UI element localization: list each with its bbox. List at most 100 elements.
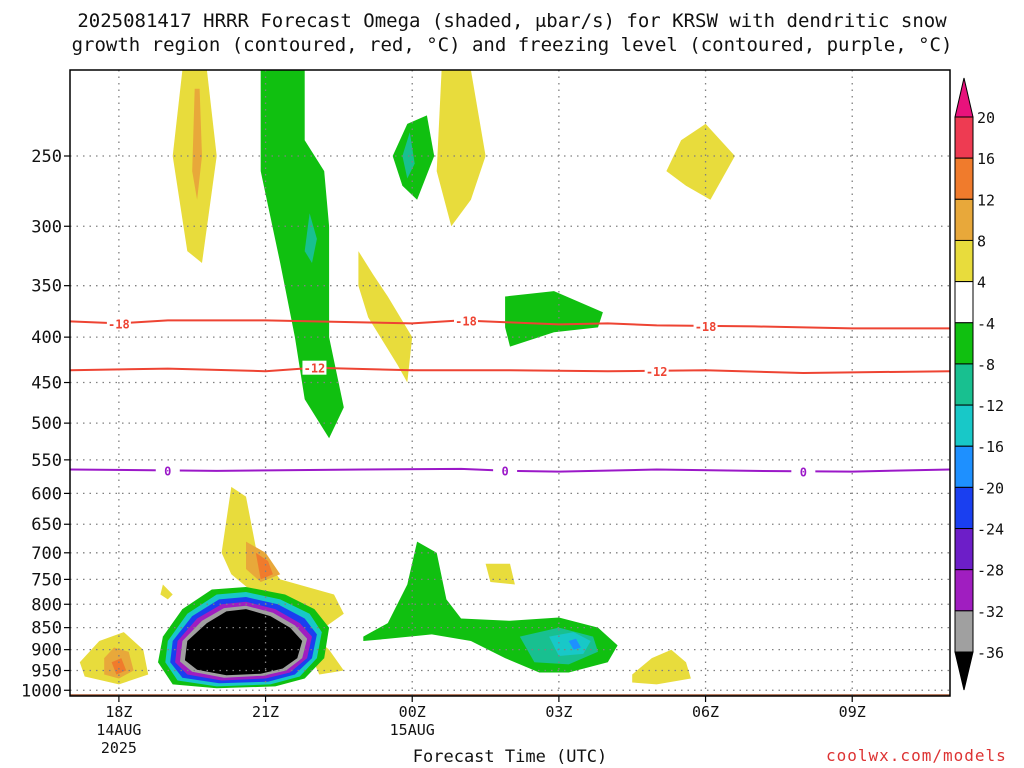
contour-label-0-1: -18 — [455, 315, 477, 329]
omega-region-23 — [184, 609, 303, 676]
contour-label-bg-2-0 — [155, 463, 180, 478]
contour-label-2-0: 0 — [164, 464, 171, 478]
colorbar-band-10 — [954, 528, 974, 571]
contour-label-bg-1-0 — [302, 360, 327, 375]
omega-region-10 — [221, 486, 344, 633]
contour-label-bg-0-2 — [693, 318, 718, 333]
x-tick-label-09Z: 09Z — [839, 703, 866, 721]
colorbar-band-2 — [954, 198, 974, 241]
grid-lines — [70, 70, 950, 696]
y-tick-label-800: 800 — [31, 595, 62, 615]
colorbar-label-5: -4 — [977, 315, 995, 333]
colorbar-label-0: 20 — [977, 109, 995, 127]
omega-region-29 — [632, 649, 691, 685]
y-tick-label-300: 300 — [31, 217, 62, 237]
y-tick-label-750: 750 — [31, 570, 62, 590]
colorbar-band-12 — [954, 610, 974, 653]
colorbar-band-7 — [954, 404, 974, 447]
omega-region-1 — [192, 88, 202, 200]
y-tick-label-550: 550 — [31, 451, 62, 471]
colorbar-band-8 — [954, 445, 974, 488]
contour-label-bg-0-0 — [106, 316, 131, 331]
omega-region-6 — [304, 213, 317, 263]
colorbar-band-1 — [954, 157, 974, 200]
omega-region-26 — [549, 632, 591, 656]
x-tick-label-06Z: 06Z — [692, 703, 719, 721]
contour-label-bg-2-2 — [791, 464, 816, 479]
chart-title-line-2: growth region (contoured, red, °C) and f… — [71, 34, 953, 56]
contour-label-bg-1-1 — [644, 363, 669, 378]
site-credit: coolwx.com/models — [826, 746, 1007, 765]
omega-region-3 — [666, 123, 735, 200]
y-tick-label-600: 600 — [31, 484, 62, 504]
colorbar-band-4 — [954, 281, 974, 324]
x-tick-label-00Z: 00Z — [399, 703, 426, 721]
y-tick-label-500: 500 — [31, 414, 62, 434]
colorbar-label-12: -32 — [977, 603, 1004, 621]
colorbar-label-3: 8 — [977, 232, 986, 250]
omega-region-28 — [485, 563, 515, 585]
y-tick-label-950: 950 — [31, 661, 62, 681]
colorbar-band-11 — [954, 569, 974, 612]
colorbar-label-8: -16 — [977, 438, 1004, 456]
colorbar-band-0 — [954, 116, 974, 159]
omega-region-5 — [260, 70, 344, 439]
colorbar-band-5 — [954, 322, 974, 365]
colorbar-label-9: -20 — [977, 479, 1004, 497]
omega-region-17 — [160, 584, 173, 600]
contour-label-0-0: -18 — [108, 317, 130, 331]
y-axis-ticks: 2503003504004505005506006507007508008509… — [21, 147, 70, 701]
temperature-contours: -18 -18 -18 -12 -12 0 0 0 — [69, 313, 951, 479]
x-tick-label-21Z: 21Z — [252, 703, 279, 721]
colorbar-band-9 — [954, 486, 974, 530]
contour-label-2-1: 0 — [501, 465, 508, 479]
ground-layer — [70, 694, 950, 696]
y-tick-label-1000: 1000 — [21, 681, 62, 701]
colorbar-label-1: 16 — [977, 150, 995, 168]
contour-label-0-2: -18 — [695, 320, 717, 334]
omega-shading — [79, 70, 735, 689]
x-tick-label-03Z: 03Z — [545, 703, 572, 721]
contour-line-1 — [69, 366, 951, 375]
contour-label-1-1: -12 — [646, 365, 668, 379]
omega-region-4 — [358, 251, 413, 383]
ground-strip — [70, 694, 950, 696]
colorbar-label-7: -12 — [977, 397, 1004, 415]
colorbar: 20 16 12 8 4 -4 -8 -12 -16 -20 -24 -28 -32 -36 — [954, 77, 1004, 691]
colorbar-label-13: -36 — [977, 644, 1004, 662]
omega-region-12 — [255, 552, 273, 580]
x-axis-label: Forecast Time (UTC) — [412, 747, 608, 767]
y-tick-label-700: 700 — [31, 544, 62, 564]
colorbar-bottom-arrow — [954, 651, 974, 691]
x-tick-label-18Z: 18Z — [105, 703, 132, 721]
y-tick-label-350: 350 — [31, 277, 62, 297]
omega-region-27 — [568, 638, 581, 650]
y-tick-label-850: 850 — [31, 619, 62, 639]
contour-label-1-0: -12 — [304, 362, 326, 376]
y-tick-label-400: 400 — [31, 328, 62, 348]
x-tick-sublabel-18Z-1: 2025 — [101, 739, 137, 757]
omega-region-2 — [436, 70, 486, 227]
contour-label-2-2: 0 — [800, 465, 807, 479]
colorbar-label-2: 12 — [977, 191, 995, 209]
colorbar-label-4: 4 — [977, 274, 986, 292]
chart-title-line-1: 2025081417 HRRR Forecast Omega (shaded, … — [77, 10, 947, 32]
colorbar-label-6: -8 — [977, 356, 995, 374]
contour-label-bg-2-1 — [493, 463, 518, 478]
colorbar-label-10: -24 — [977, 521, 1004, 539]
y-tick-label-450: 450 — [31, 374, 62, 394]
contour-line-0 — [69, 319, 950, 330]
contour-label-bg-0-1 — [454, 313, 478, 328]
x-tick-sublabel-00Z-0: 15AUG — [390, 721, 435, 739]
y-tick-label-900: 900 — [31, 641, 62, 661]
colorbar-top-arrow — [954, 77, 974, 118]
colorbar-band-3 — [954, 239, 974, 283]
y-tick-label-250: 250 — [31, 147, 62, 167]
colorbar-band-6 — [954, 363, 974, 406]
colorbar-label-11: -28 — [977, 562, 1004, 580]
omega-region-9 — [505, 291, 603, 347]
y-tick-label-650: 650 — [31, 515, 62, 535]
x-tick-sublabel-18Z-0: 14AUG — [96, 721, 141, 739]
